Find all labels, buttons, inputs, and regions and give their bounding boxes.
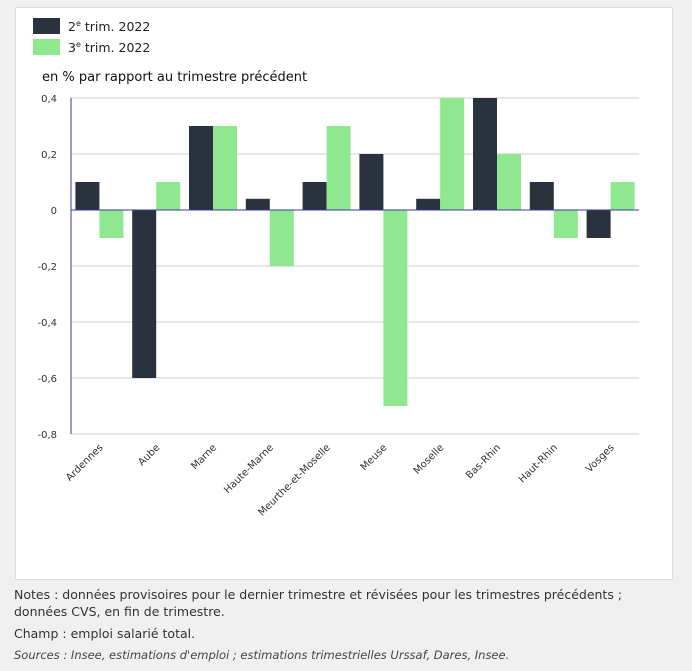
x-tick-label: Marne xyxy=(189,442,219,472)
sources-text: Sources : Insee, estimations d'emploi ; … xyxy=(14,648,510,662)
x-tick-label: Ardennes xyxy=(64,442,105,483)
legend-item-series-1[interactable]: 2e trim. 2022 xyxy=(33,18,150,34)
bar-chart: 0,4 0,2 0 -0,2 -0,4 -0,6 -0,8 Ardennes Aube Marne… xyxy=(37,94,639,519)
bar-series-1 xyxy=(416,198,441,210)
bar-series-2 xyxy=(99,210,124,238)
y-tick-label: 0,2 xyxy=(41,150,57,161)
x-tick-label: Aube xyxy=(136,442,162,468)
y-tick-label: -0,6 xyxy=(37,374,57,385)
notes-text: Notes : données provisoires pour le dern… xyxy=(14,587,623,619)
bar-series-1 xyxy=(359,154,384,210)
bar-series-1 xyxy=(132,210,157,378)
x-tick-label: Haute-Marne xyxy=(222,442,276,496)
legend-label-series-1: 2e trim. 2022 xyxy=(68,18,151,34)
notes-section: Notes : données provisoires pour le dern… xyxy=(14,586,676,669)
x-tick-label: Moselle xyxy=(412,442,447,477)
bar-series-2 xyxy=(440,98,465,210)
x-tick-label: Meuse xyxy=(359,442,390,473)
bar-series-2 xyxy=(213,126,237,210)
bar-series-2 xyxy=(553,210,578,238)
bar-series-2 xyxy=(156,182,181,210)
bar-series-1 xyxy=(302,182,327,210)
y-axis-unit-label: en % par rapport au trimestre précédent xyxy=(42,70,308,85)
legend-item-series-2[interactable]: 3e trim. 2022 xyxy=(33,39,150,55)
bar-series-1 xyxy=(473,98,497,210)
x-tick-label: Vosges xyxy=(584,442,617,475)
bar-series-2 xyxy=(610,182,635,210)
x-tick-label: Bas-Rhin xyxy=(464,442,503,481)
chart-panel: 2e trim. 2022 3e trim. 2022 en % par rap… xyxy=(15,7,673,580)
bar-series-1 xyxy=(586,210,611,238)
bar-series-2 xyxy=(326,126,351,210)
legend-swatch-series-2 xyxy=(33,39,60,55)
bar-series-2 xyxy=(383,210,408,406)
bar-series-1 xyxy=(529,182,554,210)
y-tick-label: -0,4 xyxy=(37,318,57,329)
y-tick-label: 0,4 xyxy=(41,94,57,105)
bar-series-1 xyxy=(245,198,270,210)
bar-series-2 xyxy=(497,154,521,210)
bar-series-2 xyxy=(269,210,294,266)
y-tick-label: 0 xyxy=(51,206,57,217)
bar-series-1 xyxy=(75,182,100,210)
bar-series-1 xyxy=(189,126,213,210)
scope-text: Champ : emploi salarié total. xyxy=(14,626,196,641)
y-tick-label: -0,2 xyxy=(37,262,57,273)
legend-swatch-series-1 xyxy=(33,18,60,34)
x-tick-label: Haut-Rhin xyxy=(517,442,560,485)
y-tick-label: -0,8 xyxy=(37,430,57,441)
legend-label-series-2: 3e trim. 2022 xyxy=(68,39,151,55)
